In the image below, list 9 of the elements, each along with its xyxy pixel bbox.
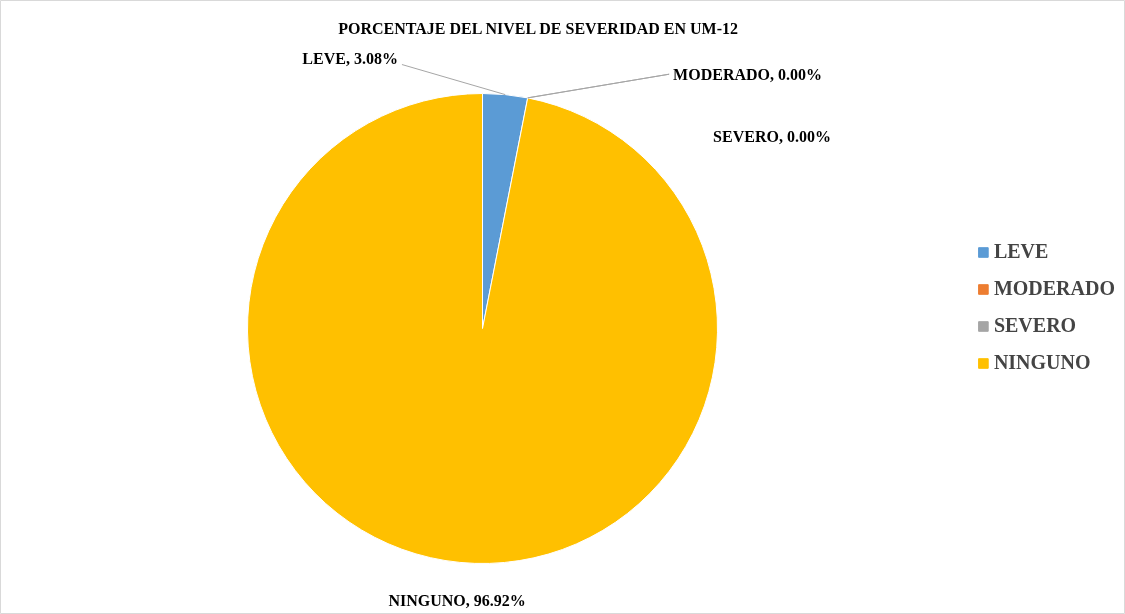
legend-label: SEVERO (993, 314, 1077, 337)
legend-label: LEVE (993, 240, 1049, 263)
legend-label: MODERADO (993, 277, 1115, 300)
data-label: LEVE, 3.08% (302, 50, 398, 68)
legend-label: NINGUNO (993, 351, 1091, 374)
text: MODERADO, 0.00% (673, 65, 823, 83)
text: SEVERO, 0.00% (713, 127, 831, 145)
chart-title: PORCENTAJE DEL NIVEL DE SEVERIDAD EN UM-12 (338, 20, 738, 37)
data-label: NINGUNO, 96.92% (388, 591, 526, 609)
